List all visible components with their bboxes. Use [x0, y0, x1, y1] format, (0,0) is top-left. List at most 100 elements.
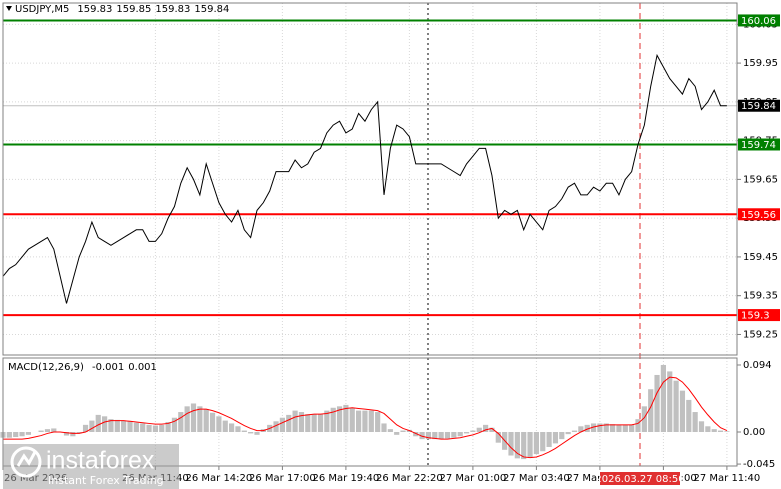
signal-line	[3, 376, 728, 459]
ohlc-readout: 159.83 159.85 159.83 159.84	[77, 4, 229, 15]
symbol: USDJPY,M5	[15, 4, 69, 15]
macd-bar	[70, 431, 76, 437]
macd-bar	[559, 431, 565, 440]
macd-bar	[356, 410, 362, 432]
macd-bar	[698, 421, 705, 432]
macd-bar	[25, 431, 31, 435]
macd-bar	[546, 431, 552, 447]
macd-bar	[622, 424, 628, 432]
macd-bar	[654, 374, 660, 432]
macd-bar	[89, 420, 95, 432]
macd-bar	[127, 421, 133, 432]
crosshair-label-box	[600, 472, 680, 485]
macd-bar	[692, 412, 698, 432]
x-tick-label: 26 Mar 17:00	[249, 473, 316, 484]
macd-bar	[133, 422, 139, 432]
macd-bar	[463, 431, 470, 434]
x-tick-label: 27 Mar 01:00	[440, 473, 507, 484]
macd-bar	[140, 423, 146, 432]
macd-bar	[368, 410, 374, 432]
macd-bar	[254, 431, 260, 435]
macd-bar	[51, 428, 57, 432]
macd-bar	[673, 380, 679, 432]
macd-bar	[241, 430, 247, 432]
y-tick-label: 159.35	[743, 291, 778, 302]
macd-bar	[641, 406, 647, 432]
watermark: instaforex Instant Forex Trading	[3, 444, 179, 489]
macd-bar	[336, 406, 343, 432]
macd-title: MACD(12,26,9)	[8, 362, 84, 373]
macd-bar	[527, 431, 533, 457]
overlay-layer: 160.06 159.74 159.56 159.3 159.84 2026.03.27 …	[595, 14, 780, 485]
macd-bar	[305, 414, 311, 432]
readout-value: 159.85	[116, 4, 151, 15]
level-label-box	[738, 138, 780, 151]
macd-bar	[603, 423, 609, 432]
header: USDJPY,M5 159.83 159.85 159.83 159.84 MACD(…	[6, 4, 229, 373]
macd-bar	[279, 417, 285, 432]
macd-bar	[394, 431, 400, 435]
macd-bar	[44, 429, 51, 432]
x-tick-label: 27 Mar 03:40	[503, 473, 570, 484]
macd-bar	[419, 431, 425, 440]
macd-bar	[686, 399, 692, 432]
level-label: 159.56	[741, 210, 776, 221]
readout-value: 159.83	[155, 4, 190, 15]
macd-bar	[667, 371, 673, 432]
macd-bar	[362, 410, 368, 432]
macd-bar	[521, 431, 527, 460]
x-tick-label: 27 Mar 06:20	[567, 473, 634, 484]
y-tick-label: 0.00	[743, 427, 765, 438]
macd-bar	[197, 406, 203, 432]
macd-bar	[286, 414, 292, 432]
y-tick-label: -0.045	[743, 459, 775, 470]
macd-bar	[597, 423, 603, 432]
macd-bar	[578, 426, 584, 432]
macd-bar	[514, 431, 520, 459]
readout-value: 0.001	[128, 362, 157, 373]
macd-bar	[317, 414, 324, 432]
macd-bar	[705, 426, 711, 432]
macd-bar	[444, 431, 451, 439]
macd-bar	[565, 431, 571, 435]
x-tick-label: 27 Mar 11:40	[694, 473, 761, 484]
macd-bar	[165, 422, 171, 432]
macd-bar	[159, 424, 165, 432]
macd-bar	[229, 423, 235, 432]
macd-bar	[457, 431, 463, 437]
level-label: 160.06	[741, 16, 776, 27]
macd-bar	[349, 407, 355, 432]
macd-bar	[533, 431, 539, 455]
macd-bar	[610, 424, 616, 432]
macd-bar	[552, 431, 559, 444]
level-label-box	[738, 14, 780, 27]
macd-bar	[489, 427, 495, 432]
watermark-brand: instaforex	[46, 447, 155, 475]
macd-bar	[375, 412, 381, 432]
macd-bar	[451, 431, 457, 438]
macd-bar	[235, 426, 241, 432]
macd-bar	[476, 427, 482, 432]
macd-bar	[6, 431, 12, 438]
macd-bar	[660, 364, 666, 432]
macd-bar	[711, 429, 717, 432]
x-tick-label: 26 Mar 22:20	[376, 473, 443, 484]
macd-bar	[387, 429, 393, 432]
macd-bar	[95, 414, 101, 432]
macd-bar	[635, 419, 641, 432]
macd-bar	[203, 409, 209, 432]
level-label: 159.74	[741, 140, 776, 151]
macd-bar	[311, 414, 317, 432]
level-label: 159.3	[741, 311, 770, 322]
macd-bar	[13, 431, 19, 437]
macd-bar	[248, 431, 254, 434]
macd-bar	[425, 431, 432, 440]
macd-bar	[413, 431, 419, 437]
macd-bar	[171, 417, 178, 432]
macd-bar	[330, 407, 336, 432]
macd-bar	[381, 423, 387, 432]
y-tick-label: 159.65	[743, 174, 778, 185]
macd-readout: -0.001 0.001	[92, 362, 157, 373]
macd-bar	[584, 424, 590, 432]
